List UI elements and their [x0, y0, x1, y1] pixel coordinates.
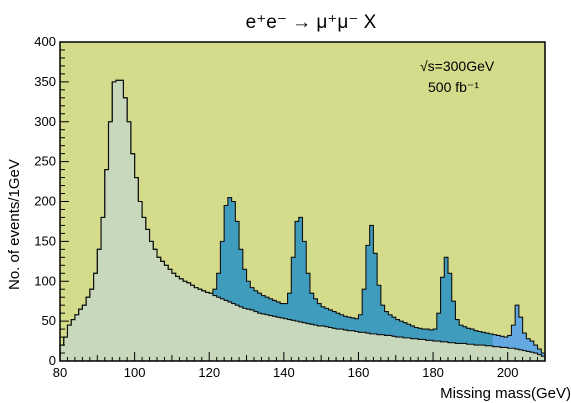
energy-annotation: √s=300GeV	[420, 58, 495, 74]
x-tick-label: 100	[124, 365, 146, 380]
x-tick-label: 140	[273, 365, 295, 380]
x-tick-label: 160	[348, 365, 370, 380]
x-tick-label: 80	[53, 365, 67, 380]
luminosity-annotation: 500 fb⁻¹	[428, 79, 479, 95]
chart-title: e⁺e⁻ → μ⁺μ⁻ X	[246, 12, 377, 33]
y-tick-label: 250	[34, 154, 56, 169]
histogram-layer	[59, 79, 546, 361]
x-tick-label: 120	[198, 365, 220, 380]
y-tick-label: 0	[49, 353, 56, 368]
x-axis: 80 100 120 140 160 180 200	[53, 352, 546, 380]
y-tick-label: 50	[42, 313, 56, 328]
y-tick-label: 150	[34, 233, 56, 248]
x-axis-title: Missing mass(GeV)	[440, 385, 571, 402]
x-tick-label: 180	[422, 365, 444, 380]
x-tick-label: 200	[497, 365, 519, 380]
series-1-fill	[60, 80, 545, 361]
y-tick-label: 400	[34, 34, 56, 49]
y-axis-title: No. of events/1GeV	[6, 159, 23, 290]
y-tick-label: 100	[34, 273, 56, 288]
y-tick-label: 200	[34, 194, 56, 209]
y-axis: 0 50 100 150 200 250 300 350 400	[34, 34, 69, 368]
y-tick-label: 300	[34, 114, 56, 129]
series-0-line	[59, 79, 546, 361]
y-tick-label: 350	[34, 74, 56, 89]
